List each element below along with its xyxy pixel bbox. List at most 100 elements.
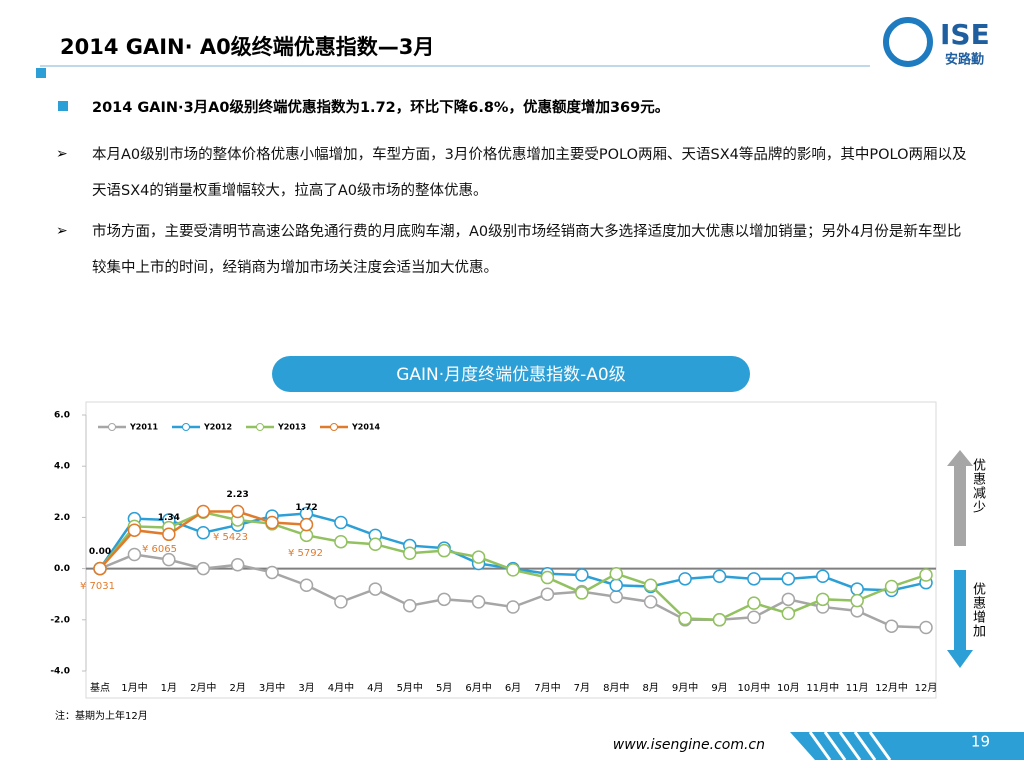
x-tick-label: 7月 [574, 682, 590, 694]
point [403, 598, 417, 613]
point [781, 606, 796, 621]
x-tick-label: 4月 [367, 682, 383, 694]
chart-banner [272, 356, 750, 392]
x-tick-label: 9月中 [672, 681, 698, 694]
footer-url: www.isengine.com.cn [613, 737, 765, 753]
point [575, 586, 589, 600]
point [334, 515, 348, 530]
data-label: 1.72 [295, 503, 317, 513]
y-tick-label: -2.0 [50, 615, 70, 625]
annotation: ¥ 6065 [142, 544, 177, 555]
x-tick-label: 6月 [505, 682, 521, 694]
legend-label: Y2012 [203, 423, 232, 432]
x-tick-label: 1月中 [121, 681, 147, 694]
legend-marker [330, 423, 338, 431]
point [919, 620, 933, 635]
legend-label: Y2011 [129, 423, 158, 432]
chart-title: GAIN·月度终端优惠指数-A0级 [396, 365, 626, 385]
y-tick-label: 4.0 [54, 462, 70, 472]
x-tick-label: 2月中 [190, 681, 216, 694]
point [506, 600, 520, 614]
point [196, 526, 210, 540]
x-tick-label: 11月中 [806, 681, 839, 694]
point [781, 572, 796, 586]
logo-ring [883, 17, 933, 67]
x-tick-label: 6月中 [465, 681, 491, 694]
point [334, 595, 348, 609]
y-tick-label: 6.0 [54, 411, 70, 421]
bullet-3: 市场方面，主要受清明节高速公路免通行费的月底购车潮，A0级别市场经销商大多选择适… [92, 224, 962, 276]
point [334, 534, 348, 549]
point [747, 610, 761, 624]
point [196, 561, 210, 576]
legend-label: Y2013 [277, 423, 306, 432]
point [850, 593, 864, 608]
logo-subtitle: 安路勤 [945, 52, 984, 68]
note: 注：基期为上年12月 [55, 709, 148, 722]
legend-label: Y2014 [351, 423, 380, 432]
point [437, 543, 451, 558]
point [265, 515, 279, 530]
title-square [36, 68, 46, 78]
point [712, 569, 727, 584]
annotation: ¥ 5423 [213, 532, 248, 543]
point [609, 590, 623, 604]
data-label: 1.34 [158, 513, 180, 523]
logo-name: ISE [940, 18, 990, 51]
footer-stripes [808, 731, 892, 761]
point [368, 537, 383, 552]
x-tick-label: 基点 [90, 681, 110, 694]
slide-title: 2014 GAIN· A0级终端优惠指数—3月 [60, 35, 434, 59]
point [781, 592, 796, 607]
arrow-down [947, 570, 973, 668]
y-tick-label: 0.0 [54, 564, 70, 574]
point [162, 527, 176, 542]
x-tick-label: 5月中 [397, 681, 423, 694]
x-tick-label: 12月中 [875, 681, 908, 694]
point [540, 570, 555, 585]
point [643, 578, 658, 592]
point [850, 582, 864, 596]
legend-marker [256, 423, 264, 431]
point [506, 563, 520, 577]
point [471, 550, 486, 564]
x-tick-label: 11月 [846, 682, 869, 694]
x-tick-label: 5月 [436, 682, 452, 694]
point [575, 568, 589, 582]
bullet-2: 本月A0级别市场的整体价格优惠小幅增加，车型方面，3月价格优惠增加主要受POLO… [92, 147, 967, 199]
bullet-1: 2014 GAIN·3月A0级别终端优惠指数为1.72，环比下降6.8%，优惠额… [92, 98, 669, 116]
arrow-bullet: ➢ [56, 223, 68, 239]
point [127, 547, 142, 562]
point [609, 566, 623, 581]
x-tick-label: 10月中 [738, 681, 771, 694]
point [471, 595, 486, 609]
data-label: 2.23 [227, 490, 249, 500]
annotation: ¥ 7031 [80, 581, 115, 592]
annotation: ¥ 5792 [288, 548, 323, 559]
side-label-bottom: 优惠增加 [970, 582, 985, 638]
plot-frame [85, 401, 937, 699]
point [196, 504, 210, 519]
x-tick-label: 3月 [298, 682, 314, 694]
point [816, 592, 830, 607]
y-tick-label: -4.0 [50, 667, 70, 677]
y-tick-label: 2.0 [54, 513, 70, 523]
legend-marker [182, 423, 190, 431]
point [747, 572, 761, 586]
point [919, 568, 933, 582]
point [712, 613, 727, 627]
point [127, 523, 142, 537]
point [437, 592, 451, 607]
arrow-up [947, 450, 973, 546]
data-label: 0.00 [89, 547, 111, 557]
point [93, 561, 107, 576]
bullet-square [58, 101, 68, 111]
point [368, 582, 383, 596]
point [747, 596, 761, 610]
x-tick-label: 12月 [915, 682, 938, 694]
point [265, 565, 279, 580]
x-tick-label: 8月 [642, 682, 658, 694]
point [678, 611, 692, 626]
